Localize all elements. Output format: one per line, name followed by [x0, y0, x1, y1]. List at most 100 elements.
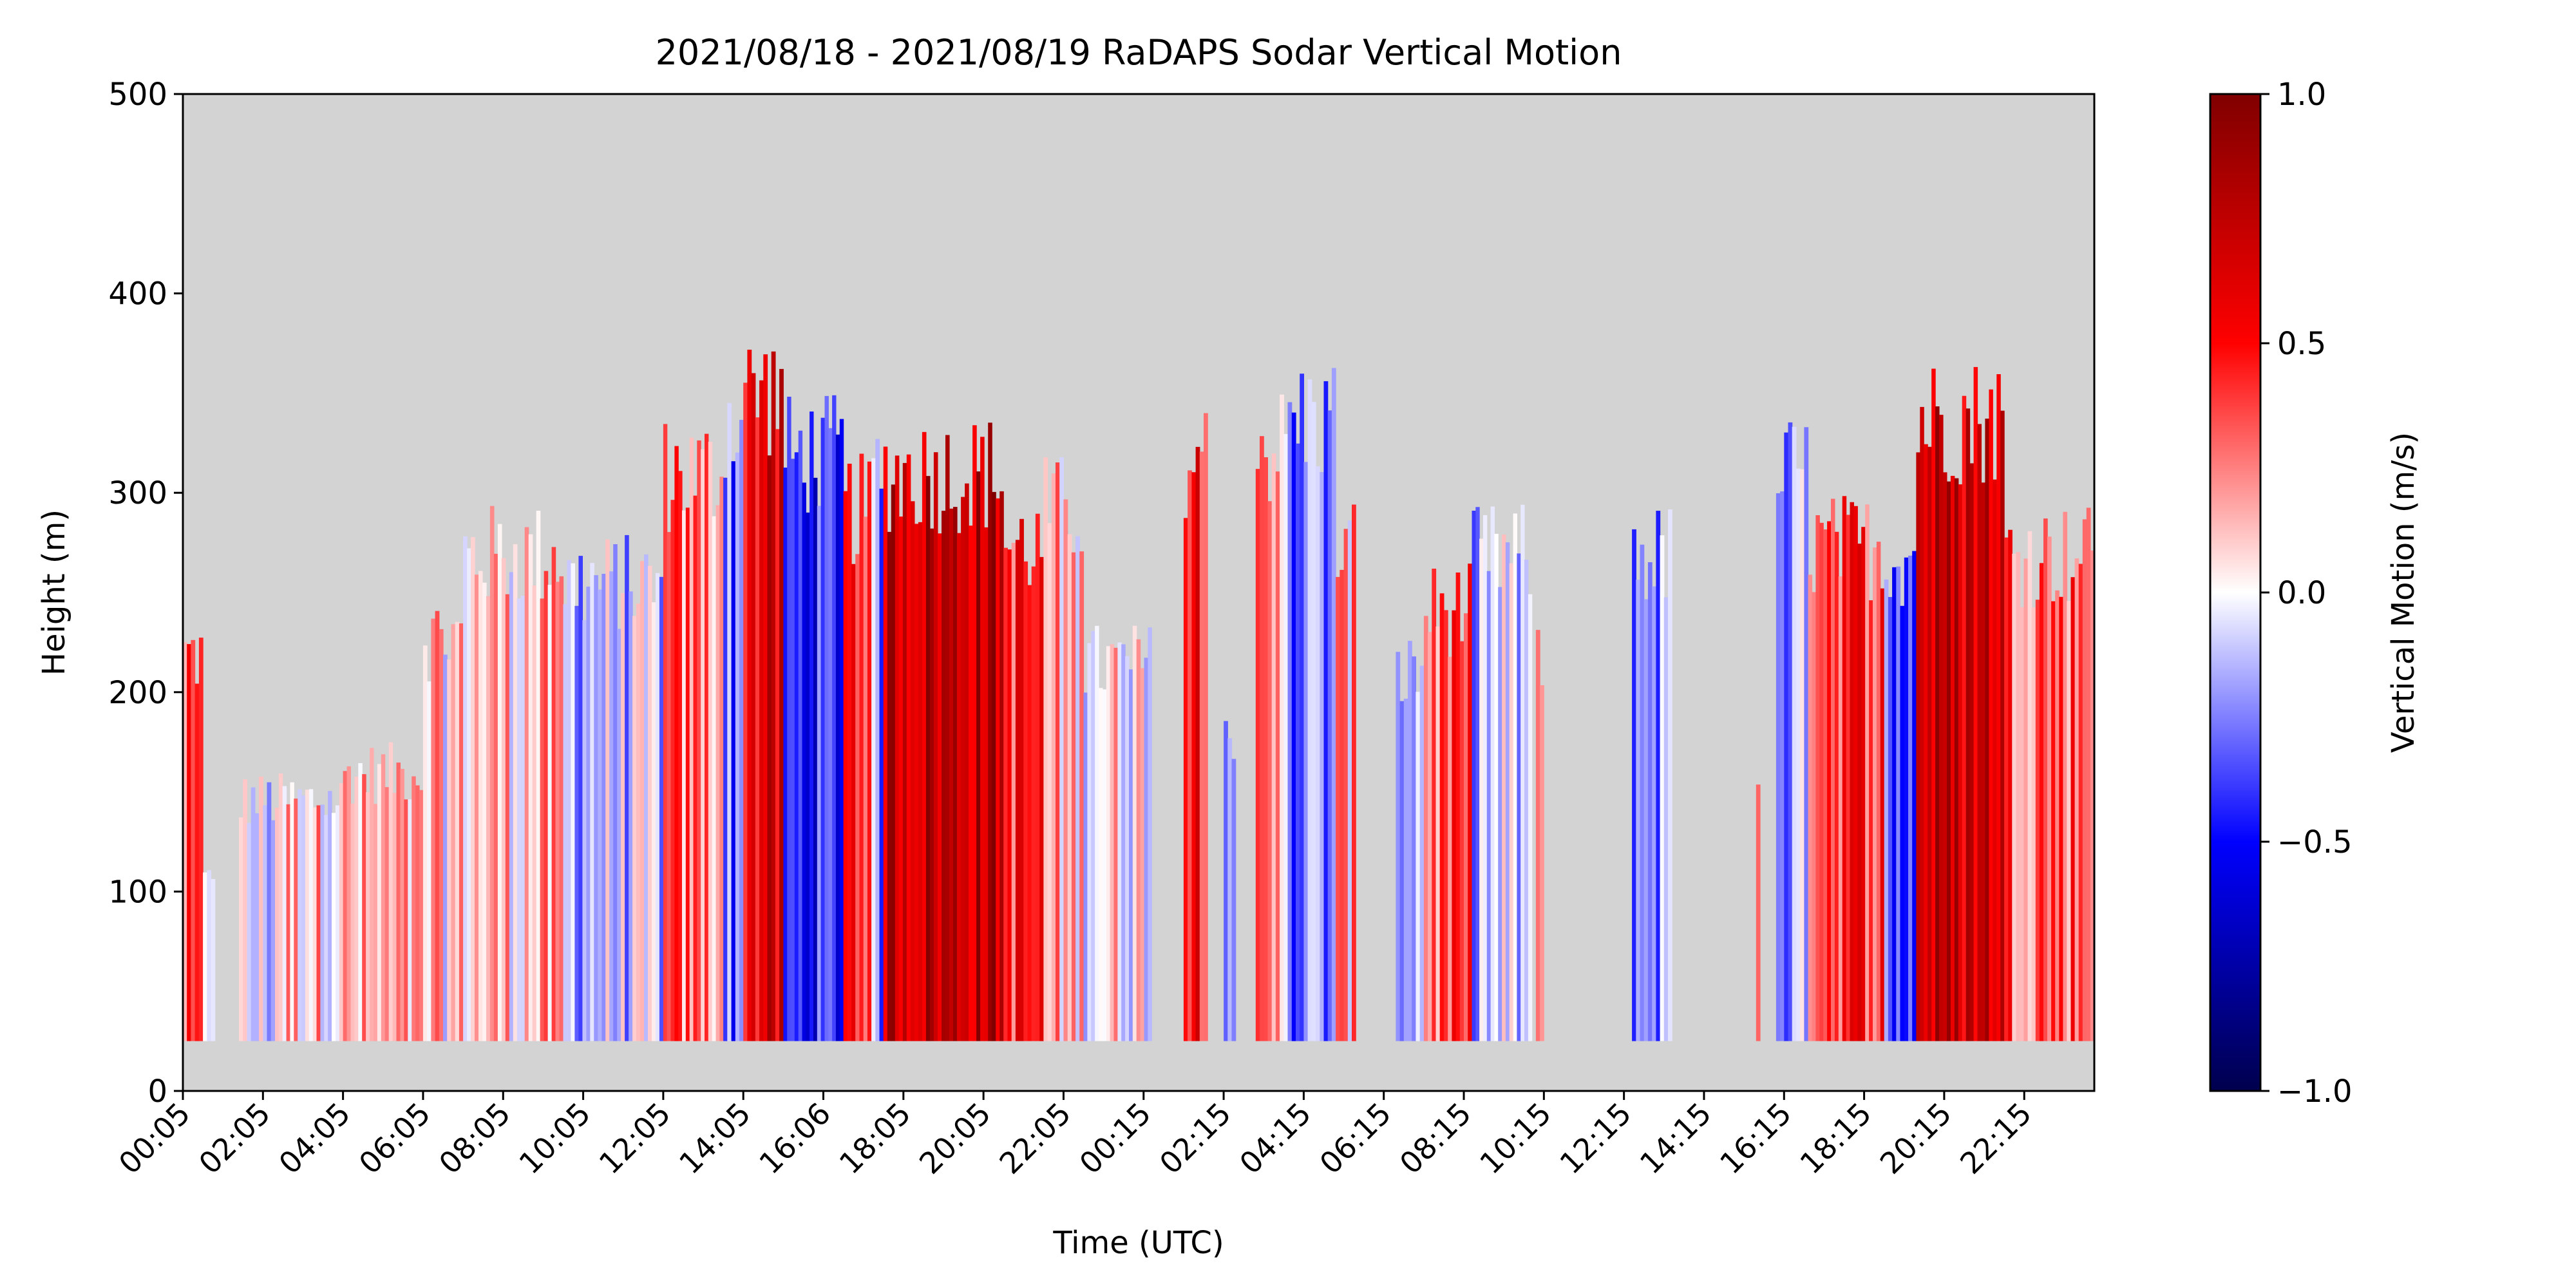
heatmap-cell	[451, 624, 456, 1041]
heatmap-cell	[1343, 529, 1349, 1041]
heatmap-cell	[540, 598, 545, 1041]
heatmap-cell	[1432, 569, 1437, 1041]
heatmap-cell	[1663, 597, 1669, 1041]
heatmap-cell	[735, 452, 740, 1041]
heatmap-cell	[1063, 499, 1068, 1041]
heatmap-cell	[547, 585, 553, 1041]
heatmap-cell	[422, 645, 428, 1041]
heatmap-cell	[1502, 535, 1506, 1041]
heatmap-cell	[976, 471, 981, 1041]
heatmap-cell	[1423, 616, 1428, 1041]
heatmap-cell	[1996, 374, 2001, 1041]
heatmap-cell	[374, 804, 378, 1041]
heatmap-cell	[419, 790, 424, 1041]
heatmap-cell	[1475, 507, 1480, 1041]
heatmap-cell	[670, 500, 675, 1041]
heatmap-cell	[455, 621, 460, 1041]
heatmap-cell	[467, 548, 471, 1041]
heatmap-cell	[1439, 593, 1444, 1041]
heatmap-cell	[1954, 478, 1959, 1041]
heatmap-cell	[1132, 625, 1137, 1041]
heatmap-cell	[211, 878, 216, 1041]
heatmap-cell	[1316, 466, 1320, 1041]
heatmap-cell	[879, 488, 884, 1041]
chart-title: 2021/08/18 - 2021/08/19 RaDAPS Sodar Ver…	[656, 32, 1622, 73]
heatmap-cell	[1927, 446, 1932, 1041]
heatmap-cell	[636, 603, 641, 1041]
heatmap-cell	[427, 681, 431, 1041]
heatmap-cell	[1015, 540, 1020, 1041]
heatmap-cell	[362, 774, 366, 1041]
heatmap-cell	[1311, 402, 1316, 1041]
heatmap-cell	[1842, 496, 1847, 1041]
heatmap-cell	[1468, 564, 1472, 1041]
heatmap-cell	[203, 872, 207, 1041]
heatmap-cell	[505, 594, 510, 1041]
heatmap-cell	[497, 524, 502, 1041]
heatmap-cell	[871, 458, 876, 1041]
heatmap-cell	[835, 434, 840, 1041]
heatmap-cell	[1861, 527, 1866, 1041]
heatmap-cell	[396, 762, 401, 1041]
heatmap-cell	[2051, 601, 2056, 1041]
x-axis: 00:0502:0504:0506:0508:0510:0512:0514:05…	[112, 1091, 2038, 1181]
heatmap-cell	[855, 554, 860, 1041]
heatmap-cell	[598, 589, 602, 1041]
heatmap-cell	[1535, 630, 1540, 1041]
heatmap-cell	[1136, 639, 1141, 1041]
heatmap-cell	[1838, 576, 1843, 1041]
heatmap-cell	[2004, 537, 2009, 1041]
heatmap-cell	[594, 575, 598, 1041]
heatmap-cell	[906, 454, 911, 1041]
x-tick-label: 06:15	[1313, 1096, 1398, 1181]
heatmap-cell	[1819, 522, 1824, 1041]
heatmap-cell	[2012, 553, 2016, 1041]
x-tick-label: 18:05	[833, 1096, 918, 1181]
heatmap-cell	[2031, 607, 2036, 1041]
heatmap-cell	[332, 813, 336, 1041]
heatmap-cell	[270, 820, 276, 1041]
heatmap-cell	[1513, 513, 1517, 1041]
heatmap-cell	[1505, 542, 1510, 1041]
heatmap-cell	[1091, 630, 1095, 1041]
heatmap-cell	[1428, 632, 1432, 1041]
heatmap-cell	[715, 505, 720, 1041]
heatmap-cell	[601, 574, 606, 1041]
y-axis-label: Height (m)	[36, 509, 72, 676]
heatmap-cell	[1287, 402, 1293, 1041]
heatmap-cell	[701, 449, 705, 1041]
heatmap-cell	[1853, 506, 1858, 1041]
heatmap-cell	[1031, 566, 1036, 1041]
heatmap-cell	[1396, 652, 1401, 1041]
heatmap-cell	[949, 508, 954, 1041]
heatmap-cell	[1912, 551, 1917, 1041]
heatmap-cell	[1095, 625, 1099, 1041]
heatmap-cell	[1652, 586, 1656, 1041]
heatmap-cell	[980, 437, 985, 1041]
heatmap-cell	[1113, 647, 1118, 1041]
heatmap-cell	[820, 417, 825, 1041]
heatmap-cell	[625, 535, 629, 1041]
colorbar-gradient	[2209, 93, 2262, 1092]
heatmap-cell	[1056, 462, 1060, 1041]
heatmap-cell	[1540, 685, 1544, 1041]
heatmap-cell	[2020, 607, 2025, 1041]
heatmap-cell	[1888, 597, 1893, 1041]
heatmap-cell	[1300, 374, 1304, 1041]
heatmap-cell	[267, 782, 272, 1041]
heatmap-cell	[1140, 668, 1145, 1041]
heatmap-cell	[1834, 531, 1839, 1041]
heatmap-cell	[851, 564, 856, 1041]
heatmap-cell	[1908, 555, 1913, 1041]
heatmap-cell	[354, 777, 359, 1041]
heatmap-cell	[723, 477, 728, 1041]
heatmap-cell	[335, 805, 340, 1041]
heatmap-cell	[1271, 453, 1276, 1041]
heatmap-cell	[493, 553, 498, 1041]
heatmap-cell	[1800, 469, 1804, 1041]
heatmap-cell	[1188, 470, 1192, 1041]
heatmap-cell	[697, 440, 701, 1041]
heatmap-cell	[743, 383, 748, 1041]
heatmap-cell	[286, 804, 291, 1041]
heatmap-cell	[1071, 552, 1076, 1041]
